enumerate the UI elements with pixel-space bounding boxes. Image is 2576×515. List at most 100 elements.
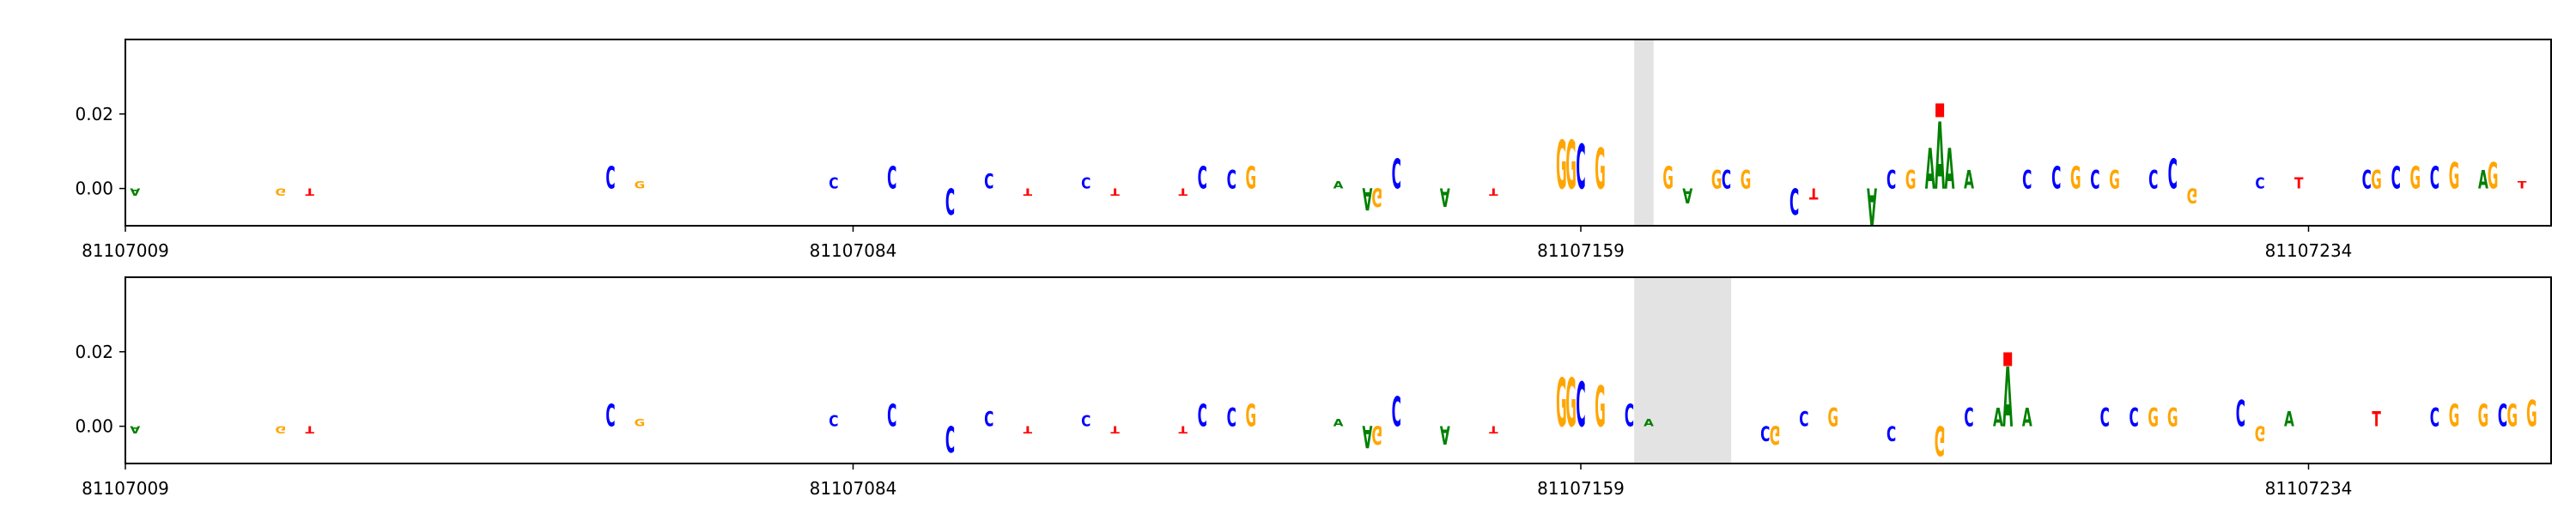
logo-letter: T <box>1178 185 1188 197</box>
y-tick-label: 0.00 <box>75 179 113 199</box>
logo-letter: C <box>1760 421 1770 446</box>
logo-letter: G <box>2478 399 2489 433</box>
logo-letter: T <box>1178 423 1188 435</box>
x-tick-label: 81107009 <box>82 478 169 499</box>
logo-letter: A <box>1440 420 1450 450</box>
logo-letter: T <box>305 185 314 197</box>
logo-letter: C <box>605 161 615 196</box>
logo-letter: A <box>130 185 140 197</box>
logo-letter: A <box>1334 417 1344 429</box>
logo-letter: G <box>2449 156 2460 197</box>
x-tick-label: 81107084 <box>810 478 897 499</box>
logo-letter: T <box>1489 423 1498 435</box>
highlight-region <box>1634 277 1732 464</box>
logo-letter: G <box>1828 403 1839 433</box>
logo-letter: G <box>2526 394 2537 435</box>
logo-letter: G <box>2187 184 2198 209</box>
logo-letter: C <box>2090 165 2099 195</box>
logo-letter: G <box>276 423 287 435</box>
marker <box>1935 103 1945 118</box>
logo-letter: G <box>1371 182 1382 212</box>
logo-letter: C <box>2022 165 2032 195</box>
logo-letter: G <box>1711 165 1722 195</box>
logo-letter: G <box>635 179 646 191</box>
axes-frame <box>125 39 2552 227</box>
logo-letter: C <box>945 417 955 458</box>
y-tick-label: 0.02 <box>75 104 113 124</box>
logo-letter: C <box>887 399 896 433</box>
logo-letter: T <box>2294 175 2304 192</box>
logo-letter: C <box>1198 399 1207 433</box>
logo-letter: G <box>2507 399 2518 433</box>
logo-letter: A <box>1867 176 1877 234</box>
logo-letter: C <box>887 161 896 196</box>
logo-letter: C <box>2129 403 2138 433</box>
logo-letter: G <box>1556 366 1567 443</box>
y-tick-label: 0.00 <box>75 416 113 437</box>
logo-letter: G <box>2488 156 2499 197</box>
logo-letter: C <box>1227 165 1236 195</box>
x-tick-label: 81107084 <box>810 240 897 261</box>
logo-letter: G <box>1246 399 1257 433</box>
logo-panel: A G T C G C CC C T C T T C C G A A G C A T GG C G G AG C G C T A C G A A A A… <box>75 39 2552 261</box>
logo-letter: C <box>1886 421 1896 446</box>
logo-letter: A <box>1993 403 2003 433</box>
logo-panel: A G T C G C CC C T C T T C C G A A G C A T GG C G C A C GC GC G C A A A C C… <box>75 276 2552 499</box>
logo-letter: G <box>1905 165 1917 195</box>
logo-letter: C <box>1576 371 1585 442</box>
logo-letter: G <box>1246 161 1257 196</box>
x-tick-label: 81107234 <box>2265 478 2353 499</box>
logo-letter: C <box>1886 165 1896 195</box>
logo-letter: A <box>2002 352 2013 446</box>
x-tick-label: 81107234 <box>2265 240 2353 261</box>
logo-letter: G <box>1770 420 1781 450</box>
logo-letter: C <box>1964 403 1973 433</box>
logo-letter: A <box>130 423 140 435</box>
logo-letter: G <box>2449 399 2460 433</box>
logo-letter: A <box>1964 165 1974 195</box>
logo-letter: A <box>1334 179 1344 191</box>
logo-letter: G <box>1371 420 1382 450</box>
logo-letter: C <box>1722 165 1731 195</box>
logo-letter: G <box>2109 165 2120 195</box>
logo-letter: C <box>984 169 993 194</box>
logo-letter: T <box>1809 185 1819 202</box>
logo-letter: C <box>1392 390 1401 437</box>
logo-letter: T <box>1110 185 1120 197</box>
logo-letter: C <box>1799 407 1808 432</box>
logo-letter: C <box>2148 165 2158 195</box>
logo-letter: G <box>1565 128 1577 205</box>
logo-letter: C <box>605 399 615 433</box>
logo-letter: C <box>945 179 955 221</box>
x-tick-label: 81107009 <box>82 240 169 261</box>
logo-letter: C <box>2051 161 2061 196</box>
logo-letter: C <box>829 413 838 430</box>
logo-letter: C <box>829 175 838 192</box>
logo-letter: G <box>1935 415 1946 463</box>
marker <box>2003 352 2013 367</box>
logo-letter: A <box>1440 182 1450 212</box>
logo-letter: G <box>2255 421 2266 446</box>
logo-letter: A <box>1362 419 1372 453</box>
logo-letter: G <box>1595 375 1606 440</box>
logo-letter: G <box>2070 161 2081 196</box>
logo-letter: C <box>1576 133 1585 204</box>
logo-letter: T <box>1110 423 1120 435</box>
logo-letter: C <box>2255 175 2264 192</box>
logo-letter: G <box>1741 165 1752 195</box>
highlight-region <box>1634 39 1654 226</box>
axes-frame <box>125 276 2552 464</box>
logo-letter: C <box>2236 394 2245 435</box>
logo-letter: C <box>1625 399 1634 433</box>
logo-letter: A <box>1925 137 1935 203</box>
logo-letter: A <box>1362 181 1372 215</box>
logo-letter: G <box>635 417 646 429</box>
logo-letter: C <box>984 407 993 432</box>
logo-letter: A <box>1935 105 1945 212</box>
logo-letter: A <box>1682 184 1692 209</box>
logo-letter: G <box>1662 161 1674 196</box>
logo-letter: C <box>2100 403 2110 433</box>
logo-letter: T <box>305 423 314 435</box>
